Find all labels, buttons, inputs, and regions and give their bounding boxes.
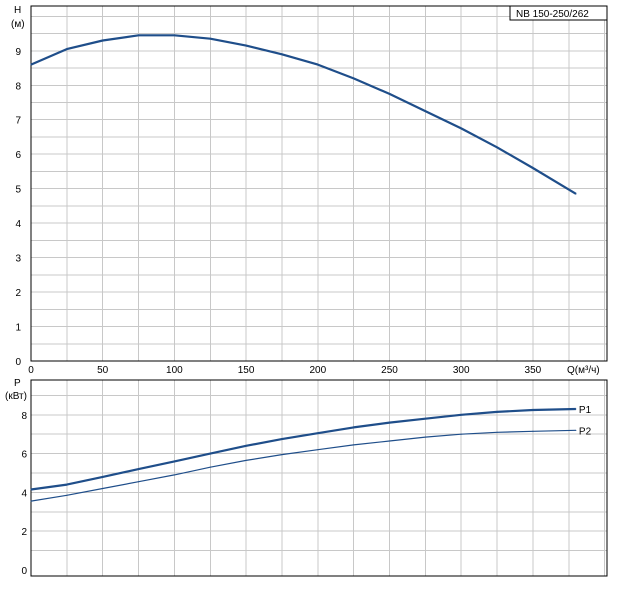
power-point (460, 414, 462, 416)
power-point (138, 481, 140, 483)
power-point (66, 484, 68, 486)
power-point (532, 430, 534, 432)
power-point (245, 445, 247, 447)
head-y-tick: 5 (15, 185, 21, 196)
head-x-tick: 150 (238, 365, 255, 376)
head-point (424, 110, 426, 112)
power-point (173, 474, 175, 476)
power-point (575, 408, 577, 410)
head-point (317, 63, 319, 66)
series-label-p1: P1 (579, 405, 592, 416)
head-y-tick: 0 (15, 357, 21, 368)
head-point (388, 93, 391, 95)
power-point (102, 488, 104, 490)
power-point (66, 494, 68, 496)
power-curve-p2 (30, 429, 576, 502)
power-point (30, 500, 32, 502)
head-point (102, 39, 104, 42)
power-y-axis-label: P (14, 378, 21, 389)
head-y-tick: 7 (15, 116, 21, 127)
power-y-axis-unit: (кВт) (5, 391, 27, 402)
power-point (389, 422, 390, 424)
power-point (102, 476, 104, 478)
head-y-axis-unit: (м) (11, 19, 25, 30)
head-point (30, 63, 32, 66)
power-y-tick-labels: 0 2 4 6 8 (21, 411, 27, 577)
power-point (173, 460, 175, 462)
power-point (317, 432, 319, 434)
power-y-tick: 0 (21, 566, 27, 577)
head-point (532, 167, 534, 169)
power-y-tick: 6 (21, 450, 27, 461)
head-point (281, 53, 283, 55)
head-y-tick: 3 (15, 254, 21, 265)
power-point (30, 488, 32, 490)
power-point (245, 459, 247, 461)
head-x-tick-labels: 0 50 100 150 200 250 300 350 (28, 365, 541, 376)
head-x-tick: 0 (28, 365, 34, 376)
power-point (424, 418, 426, 420)
power-plot-frame (30, 379, 608, 577)
head-x-tick: 50 (97, 365, 109, 376)
power-point (138, 468, 140, 470)
head-plot-frame (30, 5, 608, 362)
head-grid (31, 6, 607, 361)
power-point (353, 444, 355, 446)
head-y-tick: 9 (15, 47, 21, 58)
head-y-tick-labels: 0 1 2 3 4 5 6 7 8 9 (15, 47, 21, 368)
head-y-tick: 8 (15, 81, 21, 92)
power-point (575, 429, 577, 431)
head-point (173, 34, 175, 36)
power-point (209, 453, 211, 455)
power-grid (31, 380, 607, 576)
model-label: NB 150-250/262 (516, 9, 589, 20)
power-point (460, 433, 462, 435)
head-point (575, 193, 577, 195)
power-point (281, 438, 283, 440)
head-y-tick: 6 (15, 150, 21, 161)
head-point (460, 127, 462, 129)
head-series (30, 34, 577, 195)
head-curve (30, 34, 577, 195)
power-point (496, 411, 498, 413)
power-point (424, 436, 426, 438)
head-point (496, 146, 498, 148)
power-point (317, 449, 319, 451)
head-x-tick: 300 (453, 365, 470, 376)
model-label-box (509, 5, 608, 21)
head-chart-panel: 0 1 2 3 4 5 6 7 8 9 0 50 100 150 200 250 300 350 H (м) Q… (11, 5, 608, 376)
head-point (353, 77, 355, 79)
head-y-tick: 4 (15, 219, 21, 230)
head-x-tick: 100 (166, 365, 183, 376)
power-point (389, 440, 390, 442)
series-label-p2: P2 (579, 426, 592, 437)
power-point (209, 466, 211, 468)
head-x-tick: 250 (381, 365, 398, 376)
power-point (532, 409, 534, 411)
head-y-tick: 1 (15, 323, 21, 334)
power-curve-p1 (30, 407, 576, 491)
power-point (281, 454, 283, 456)
power-point (353, 426, 355, 428)
head-point (209, 38, 211, 40)
power-y-tick: 2 (21, 527, 27, 538)
power-chart-panel: 0 2 4 6 8 P (кВт) P1 P2 (5, 378, 608, 577)
head-point (66, 48, 68, 50)
power-y-tick: 8 (21, 411, 27, 422)
head-x-tick: 200 (309, 365, 326, 376)
head-x-tick: 350 (525, 365, 542, 376)
head-y-tick: 2 (15, 288, 21, 299)
head-x-axis-label: Q(м³/ч) (567, 365, 600, 376)
power-series (30, 407, 577, 502)
head-point (137, 34, 140, 36)
power-y-tick: 4 (21, 488, 27, 499)
head-y-axis-label: H (14, 5, 21, 16)
head-point (245, 45, 247, 47)
power-point (496, 431, 498, 433)
